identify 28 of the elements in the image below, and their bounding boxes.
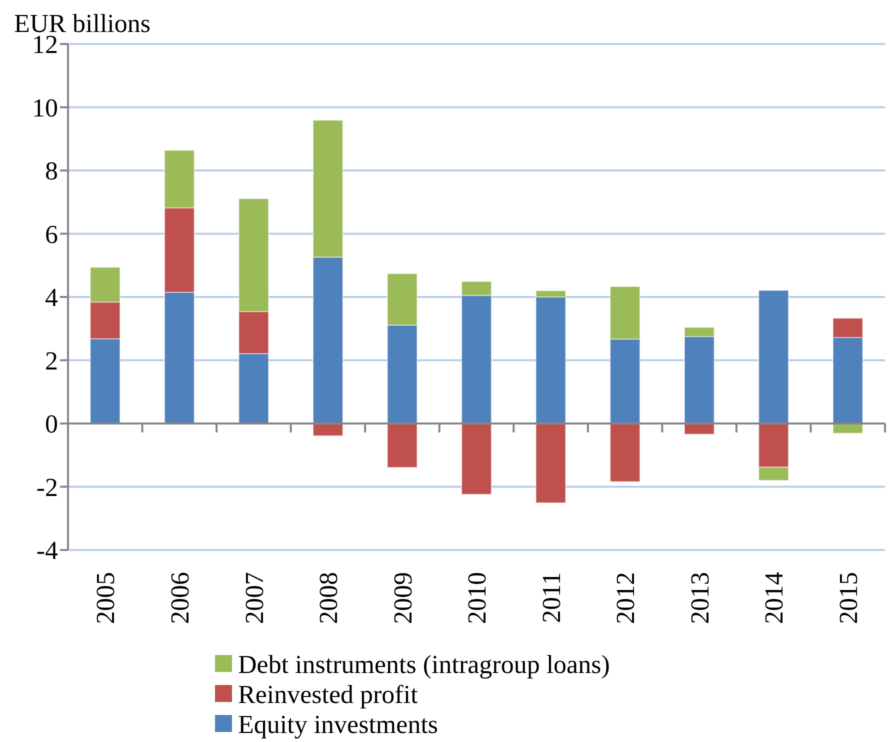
y-tick-label: 2 <box>45 346 58 376</box>
x-tick-label: 2015 <box>834 572 863 624</box>
x-tick-label: 2006 <box>166 572 195 624</box>
bar <box>610 423 640 482</box>
x-tick-label: 2008 <box>314 572 344 624</box>
x-tick-label: 2005 <box>91 572 120 624</box>
y-tick-label: 4 <box>45 283 58 312</box>
legend-label: Debt instruments (intragroup loans) <box>238 650 610 680</box>
bar <box>312 423 344 436</box>
y-tick-label: 0 <box>45 410 58 439</box>
x-tick-label: 2007 <box>240 572 269 624</box>
bar <box>386 423 418 468</box>
bar <box>535 423 566 504</box>
x-tick-label: 2013 <box>685 572 714 624</box>
bar <box>758 290 789 424</box>
y-tick-label: 8 <box>45 156 58 186</box>
x-tick-label: 2010 <box>462 572 492 624</box>
x-tick-label: 2012 <box>611 572 640 624</box>
x-tick-label: 2009 <box>388 572 418 624</box>
x-tick-label: 2014 <box>760 572 789 624</box>
y-tick-label: -2 <box>36 472 58 502</box>
legend-label: Reinvested profit <box>238 680 419 710</box>
x-tick-label: 2011 <box>536 572 566 624</box>
y-tick-label: -4 <box>36 536 58 566</box>
y-tick-label: 6 <box>45 220 58 249</box>
bar <box>461 423 492 495</box>
y-tick-label: 10 <box>32 93 58 122</box>
legend-label: Equity investments <box>238 710 438 740</box>
